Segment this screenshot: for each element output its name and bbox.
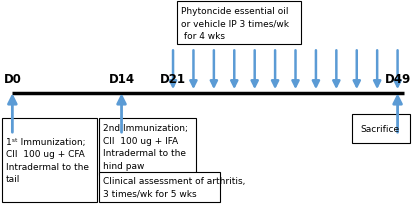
- Text: 1ˢᵗ Immunization;
CII  100 ug + CFA
Intradermal to the
tail: 1ˢᵗ Immunization; CII 100 ug + CFA Intra…: [6, 137, 89, 183]
- Text: D49: D49: [384, 73, 411, 86]
- Text: 2nd Immunization;
CII  100 ug + IFA
Intradermal to the
hind paw: 2nd Immunization; CII 100 ug + IFA Intra…: [103, 124, 188, 170]
- Text: D21: D21: [160, 73, 186, 86]
- Text: D0: D0: [3, 73, 21, 86]
- FancyBboxPatch shape: [177, 2, 301, 45]
- Text: Clinical assessment of arthritis,
3 times/wk for 5 wks: Clinical assessment of arthritis, 3 time…: [103, 176, 246, 198]
- Text: D14: D14: [108, 73, 135, 86]
- FancyBboxPatch shape: [99, 118, 196, 175]
- Text: Sacrifice: Sacrifice: [360, 124, 400, 133]
- Text: Phytoncide essential oil
or vehicle IP 3 times/wk
 for 4 wks: Phytoncide essential oil or vehicle IP 3…: [181, 7, 289, 40]
- FancyBboxPatch shape: [352, 114, 410, 143]
- FancyBboxPatch shape: [2, 118, 97, 202]
- FancyBboxPatch shape: [99, 172, 220, 202]
